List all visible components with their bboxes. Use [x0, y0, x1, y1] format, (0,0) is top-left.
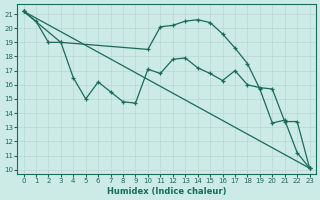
X-axis label: Humidex (Indice chaleur): Humidex (Indice chaleur): [107, 187, 226, 196]
